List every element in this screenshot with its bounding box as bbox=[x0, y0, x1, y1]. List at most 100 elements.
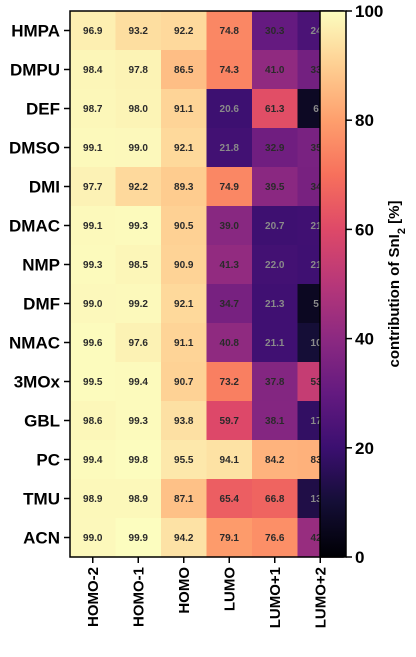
x-tick-label-LUMO+2: LUMO+2 bbox=[312, 567, 329, 628]
cell-value-label: 92.2 bbox=[129, 182, 149, 193]
heatmap-cell-GBL-LUMO+1 bbox=[252, 401, 299, 441]
heatmap-cell-HMPA-HOMO-1 bbox=[115, 11, 162, 51]
heatmap-cell-DMPU-LUMO bbox=[206, 50, 253, 90]
heatmap-cell-NMAC-HOMO-1 bbox=[115, 323, 162, 363]
heatmap-cell-DEF-HOMO-2 bbox=[70, 89, 117, 129]
colorbar-tick-label: 40 bbox=[355, 330, 374, 349]
heatmap-cell-DMAC-LUMO+1 bbox=[252, 206, 299, 246]
heatmap-cell-NMAC-LUMO+1 bbox=[252, 323, 299, 363]
heatmap-cell-TMU-LUMO+1 bbox=[252, 479, 299, 519]
heatmap-cell-NMAC-LUMO bbox=[206, 323, 253, 363]
heatmap-cell-DEF-HOMO bbox=[161, 89, 208, 129]
heatmap-cell-DMSO-LUMO bbox=[206, 128, 253, 168]
heatmap-cell-DMSO-HOMO-1 bbox=[115, 128, 162, 168]
cell-value-label: 94.1 bbox=[220, 455, 240, 466]
colorbar: 0 20 40 60 80 100 contribution of SnI2 [%] bbox=[319, 2, 408, 567]
heatmap-cell-HMPA-HOMO bbox=[161, 11, 208, 51]
heatmap-cell-GBL-LUMO bbox=[206, 401, 253, 441]
heatmap-cell-DEF-HOMO-1 bbox=[115, 89, 162, 129]
cell-value-label: 99.3 bbox=[83, 260, 103, 271]
cell-value-label: 90.7 bbox=[174, 377, 194, 388]
y-tick-label-DMAC: DMAC bbox=[9, 217, 60, 236]
cell-value-label: 20.6 bbox=[220, 104, 240, 115]
cell-value-label: 99.0 bbox=[129, 143, 149, 154]
heatmap-cell-NMP-HOMO-1 bbox=[115, 245, 162, 285]
heatmap-cell-TMU-LUMO bbox=[206, 479, 253, 519]
cell-value-label: 99.1 bbox=[83, 221, 103, 232]
heatmap-cell-DMPU-HOMO-1 bbox=[115, 50, 162, 90]
cell-value-label: 20.7 bbox=[265, 221, 285, 232]
cell-value-label: 94.2 bbox=[174, 533, 194, 544]
x-tick-label-LUMO+1: LUMO+1 bbox=[267, 567, 284, 628]
cell-value-label: 99.8 bbox=[129, 455, 149, 466]
y-tick-label-3MOx: 3MOx bbox=[14, 373, 61, 392]
cell-value-label: 34.7 bbox=[220, 299, 240, 310]
heatmap-cell-DMPU-HOMO-2 bbox=[70, 50, 117, 90]
heatmap-cell-DMF-HOMO-2 bbox=[70, 284, 117, 324]
heatmap-cell-DMSO-HOMO-2 bbox=[70, 128, 117, 168]
heatmap-cell-DMI-HOMO-1 bbox=[115, 167, 162, 207]
heatmap-cell-DMI-HOMO bbox=[161, 167, 208, 207]
y-tick-label-DEF: DEF bbox=[26, 100, 60, 119]
y-tick-label-DMF: DMF bbox=[23, 295, 60, 314]
cell-value-label: 74.8 bbox=[220, 26, 240, 37]
heatmap-cell-DMPU-LUMO+1 bbox=[252, 50, 299, 90]
cell-value-label: 66.8 bbox=[265, 494, 285, 505]
cell-value-label: 99.0 bbox=[83, 533, 103, 544]
cell-value-label: 99.4 bbox=[83, 455, 103, 466]
cell-value-label: 84.2 bbox=[265, 455, 285, 466]
cell-value-label: 91.1 bbox=[174, 104, 194, 115]
cell-value-label: 61.3 bbox=[265, 104, 285, 115]
heatmap-cell-ACN-HOMO-2 bbox=[70, 518, 117, 558]
heatmap-cell-HMPA-LUMO+1 bbox=[252, 11, 299, 51]
heatmap-cell-NMAC-HOMO bbox=[161, 323, 208, 363]
heatmap-cell-3MOx-HOMO-2 bbox=[70, 362, 117, 402]
heatmap-cell-PC-HOMO bbox=[161, 440, 208, 480]
heatmap-cell-DMPU-HOMO bbox=[161, 50, 208, 90]
cell-value-label: 99.0 bbox=[83, 299, 103, 310]
cell-value-label: 99.3 bbox=[129, 221, 149, 232]
heatmap-cell-GBL-HOMO-2 bbox=[70, 401, 117, 441]
heatmap-cell-TMU-HOMO-2 bbox=[70, 479, 117, 519]
cell-value-label: 92.2 bbox=[174, 26, 194, 37]
cell-value-label: 99.2 bbox=[129, 299, 149, 310]
cell-value-label: 97.8 bbox=[129, 65, 149, 76]
cell-value-label: 97.7 bbox=[83, 182, 103, 193]
cell-value-label: 92.1 bbox=[174, 299, 194, 310]
colorbar-tick-label: 100 bbox=[355, 2, 383, 21]
colorbar-tick-label: 80 bbox=[355, 111, 374, 130]
y-tick-label-PC: PC bbox=[36, 451, 60, 470]
y-tick-label-DMI: DMI bbox=[29, 178, 60, 197]
cell-value-label: 98.7 bbox=[83, 104, 103, 115]
heatmap-cell-NMP-LUMO+1 bbox=[252, 245, 299, 285]
heatmap-cell-DMSO-LUMO+1 bbox=[252, 128, 299, 168]
cell-value-label: 93.8 bbox=[174, 416, 194, 427]
heatmap-cell-DMAC-HOMO-1 bbox=[115, 206, 162, 246]
cell-value-label: 73.2 bbox=[220, 377, 240, 388]
cell-value-label: 98.0 bbox=[129, 104, 149, 115]
heatmap-cell-DMF-LUMO+1 bbox=[252, 284, 299, 324]
cell-value-label: 98.6 bbox=[83, 416, 103, 427]
heatmap-cell-DMF-LUMO bbox=[206, 284, 253, 324]
cell-value-label: 96.9 bbox=[83, 26, 103, 37]
cell-value-label: 86.5 bbox=[174, 65, 194, 76]
heatmap-cells bbox=[70, 11, 344, 558]
x-tick-label-HOMO: HOMO bbox=[176, 567, 193, 614]
cell-value-label: 41.3 bbox=[220, 260, 240, 271]
heatmap-cell-DMF-HOMO-1 bbox=[115, 284, 162, 324]
heatmap-cell-PC-LUMO+1 bbox=[252, 440, 299, 480]
heatmap-cell-TMU-HOMO bbox=[161, 479, 208, 519]
heatmap-cell-NMP-HOMO bbox=[161, 245, 208, 285]
heatmap-cell-DMI-LUMO+1 bbox=[252, 167, 299, 207]
heatmap-cell-NMAC-HOMO-2 bbox=[70, 323, 117, 363]
heatmap-cell-3MOx-LUMO bbox=[206, 362, 253, 402]
x-tick-label-LUMO: LUMO bbox=[221, 567, 238, 611]
cell-value-label: 76.6 bbox=[265, 533, 285, 544]
x-tick-label-HOMO-2: HOMO-2 bbox=[85, 567, 102, 627]
heatmap-cell-3MOx-HOMO-1 bbox=[115, 362, 162, 402]
heatmap-cell-NMP-HOMO-2 bbox=[70, 245, 117, 285]
cell-value-label: 38.1 bbox=[265, 416, 285, 427]
y-tick-label-DMPU: DMPU bbox=[10, 61, 60, 80]
